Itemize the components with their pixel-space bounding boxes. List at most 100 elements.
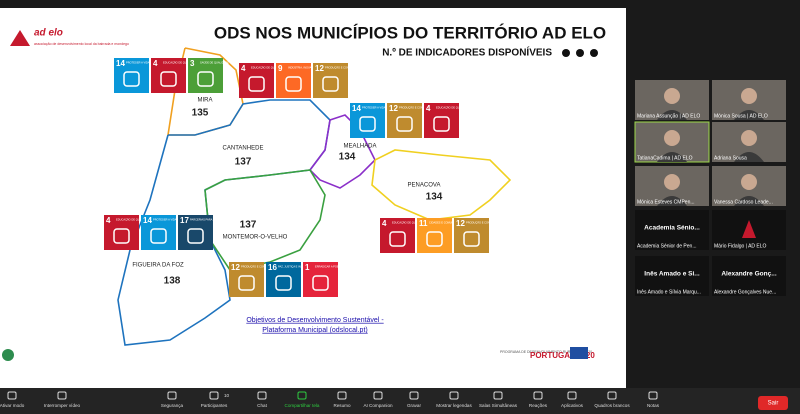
leave-label[interactable]: Sair [768,401,779,407]
toolbar-icon[interactable] [567,391,577,400]
toolbar-icon[interactable] [167,391,177,400]
municipality-name: MEALHADA [343,144,376,150]
toolbar-icon[interactable] [7,391,17,400]
sdg-number: 14 [116,59,125,68]
toolbar-label[interactable]: Reações [529,403,548,408]
sdg-number: 12 [456,219,465,228]
sdg-tile [424,103,459,138]
participant-tile [712,256,786,296]
sdg-number: 12 [315,64,324,73]
toolbar-label[interactable]: Participantes [201,403,228,408]
municipality-name: MONTEMOR-O-VELHO [223,235,288,241]
toolbar-icon[interactable] [257,391,267,400]
toolbar-icon[interactable] [533,391,543,400]
sdg-tile [266,262,301,297]
sdg-icon [150,228,167,244]
participant-tile [635,210,709,250]
participant-name: Vanessa Cardoso Leade... [714,199,773,205]
sdg-number: 17 [180,216,189,225]
slide-subtitle: N.º DE INDICADORES DISPONÍVEIS [382,46,552,59]
participant-face [664,174,680,190]
slide-title: ODS NOS MUNICÍPIOS DO TERRITÓRIO AD ELO [214,23,606,42]
toolbar-icon[interactable] [607,391,617,400]
municipality-count: 137 [240,220,257,231]
sdg-label: EDUCAÇÃO DE QUALIDADE [116,217,151,222]
leave-button[interactable] [758,396,788,410]
toolbar-label[interactable]: Interromper vídeo [44,403,81,408]
participant-big-name: Alexandre Gonç... [721,271,776,278]
toolbar-label[interactable]: Compartilhar tela [285,403,320,408]
sdg-icon [389,231,406,247]
sdg-tile [387,103,422,138]
municipality-count: 134 [426,192,443,203]
participant-name: Academia Sénior de Pen... [637,243,696,249]
participant-face [664,130,680,146]
sdg-tile [239,63,274,98]
link[interactable]: Plataforma Municipal (odslocal.pt) [262,327,367,334]
toolbar-label[interactable]: Gravar [407,403,422,408]
sdg-label: PRODUÇÃO E CONSUMO SUSTENTÁVEIS [325,65,377,70]
participant-count: 10 [224,393,230,398]
toolbar-icon[interactable] [57,391,67,400]
sdg-tile [313,63,348,98]
participant-name: Mariana Assunção | AD ELO [637,113,700,119]
participant-face [741,174,757,190]
logo-text: ad elo [34,28,63,39]
toolbar-label[interactable]: Ativar modo [0,403,25,408]
sdg-icon [123,71,140,87]
toolbar-icon[interactable] [373,391,383,400]
participant-name: Adriana Sousa [714,155,747,161]
toolbar-icon[interactable] [493,391,503,400]
sdg-icon [197,71,214,87]
toolbar-icon[interactable] [297,391,307,400]
sdg-label: ERRADICAR A POBREZA [315,265,346,269]
municipality-name: PENACOVA [408,183,441,189]
municipality-count: 137 [235,157,252,168]
sdg-icon [426,231,443,247]
sdg-tile [417,218,452,253]
sdg-number: 9 [278,64,283,73]
toolbar-icon[interactable] [449,391,459,400]
toolbar-label[interactable]: Chat [257,403,267,408]
sdg-label: EDUCAÇÃO DE QUALIDADE [251,65,286,70]
sdg-number: 14 [143,216,152,225]
municipality-name: FIGUEIRA DA FOZ [132,263,184,269]
participant-logo [742,220,756,238]
sdg-number: 1 [305,263,310,272]
sdg-tile [276,63,311,98]
sdg-icon [248,76,265,92]
sdg-tile [151,58,186,93]
toolbar-label[interactable]: Resumo [333,403,351,408]
sdg-tile [350,103,385,138]
toolbar-label[interactable]: Aplicativos [561,403,584,408]
link[interactable]: Objetivos de Desenvolvimento Sustentável… [246,317,384,324]
sdg-tile [229,262,264,297]
toolbar-icon[interactable] [337,391,347,400]
toolbar-label[interactable]: Mostrar legendas [436,403,472,408]
sdg-number: 14 [352,104,361,113]
sdg-number: 3 [190,59,195,68]
sdg-icon [238,275,255,291]
sdg-icon [113,228,130,244]
municipality-name: CANTANHEDE [223,146,264,152]
sdg-number: 4 [382,219,387,228]
toolbar-label[interactable]: AI Companion [363,403,393,408]
sdg-tile [104,215,139,250]
status-icon [2,349,14,361]
toolbar-icon[interactable] [648,391,658,400]
participant-face [664,88,680,104]
sdg-icon [160,71,177,87]
toolbar-label[interactable]: Notas [647,403,660,408]
toolbar-label[interactable]: Salas Simultâneas [479,403,518,408]
sdg-tile [454,218,489,253]
toolbar [0,388,800,414]
toolbar-icon[interactable] [209,391,219,400]
toolbar-icon[interactable] [409,391,419,400]
participant-big-name: Inês Amado e Si... [644,271,700,278]
toolbar-label[interactable]: Segurança [161,403,184,408]
toolbar-label[interactable]: Quadros brancos [594,403,630,408]
sdg-label: PROTEGER A VIDA MARINHA [153,218,189,222]
participant-name: Mónica Sousa | AD ELO [714,113,768,119]
dots [562,49,598,57]
